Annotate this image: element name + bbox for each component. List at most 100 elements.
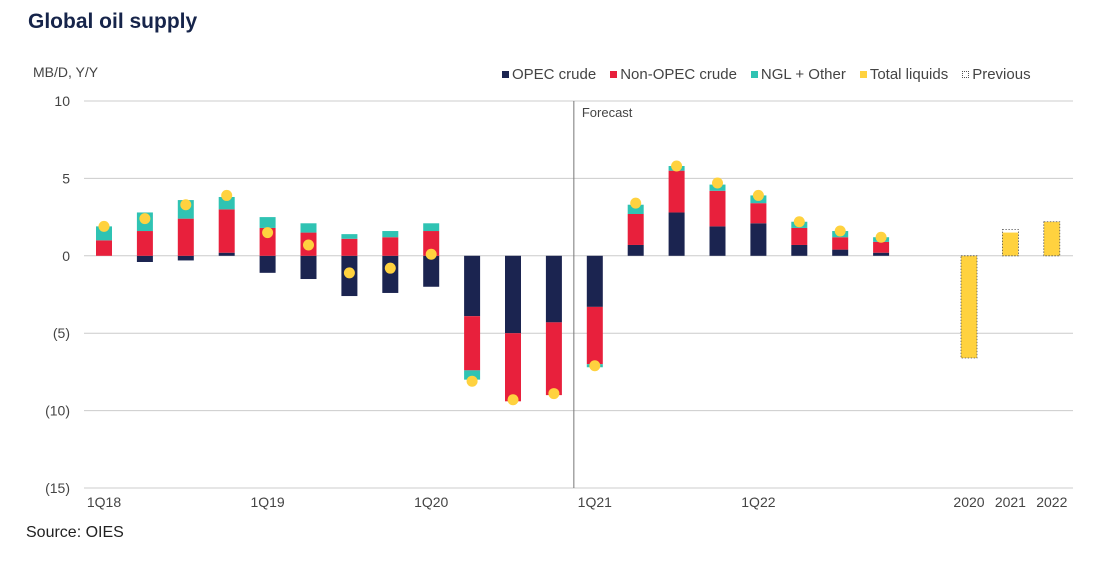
legend-item-ngl: NGL + Other	[750, 66, 846, 83]
total-liquids-dot	[793, 216, 805, 228]
bar-ngl	[382, 231, 399, 238]
bar-opec	[218, 252, 235, 256]
x-tick-label-annual: 2022	[1036, 494, 1067, 510]
total-liquids-dot	[875, 231, 887, 243]
bar-non-opec	[136, 231, 153, 256]
x-tick-label: 1Q19	[250, 494, 284, 510]
total-liquids-dot	[712, 177, 723, 189]
bar-ngl	[218, 196, 235, 210]
total-liquids-dot	[507, 394, 519, 406]
chart-title: Global oil supply	[28, 10, 198, 33]
bar-opec	[382, 255, 399, 293]
total-liquids-dot	[466, 375, 478, 387]
x-tick-label: 1Q22	[741, 494, 775, 510]
bar-opec	[505, 255, 521, 334]
bar-opec	[832, 249, 849, 256]
legend-swatch-total-liquids	[859, 71, 867, 78]
y-tick-label: (10)	[45, 403, 70, 419]
bar-non-opec	[750, 203, 767, 224]
bar-total-liquids-annual	[1002, 232, 1019, 256]
y-tick-label: 5	[62, 170, 70, 186]
bar-ngl	[627, 204, 644, 215]
bar-ngl	[423, 223, 440, 232]
bar-non-opec	[586, 306, 603, 365]
y-axis-label: MB/D, Y/Y	[33, 64, 99, 80]
bar-opec	[464, 255, 481, 317]
total-liquids-dot	[425, 248, 437, 260]
bar-non-opec	[545, 322, 562, 396]
bar-opec	[423, 255, 440, 287]
bar-ngl	[259, 217, 276, 228]
legend-label-non-opec: Non-OPEC crude	[620, 66, 737, 83]
total-liquids-dot	[589, 360, 601, 372]
bar-non-opec	[341, 238, 358, 256]
legend-swatch-non-opec	[610, 71, 618, 78]
bar-non-opec	[505, 333, 521, 402]
legend-item-previous: Previous	[962, 66, 1031, 83]
forecast-label: Forecast	[582, 105, 633, 120]
x-tick-label-annual: 2020	[953, 494, 984, 510]
bar-non-opec	[709, 190, 726, 227]
bar-non-opec	[873, 241, 890, 253]
total-liquids-dot	[98, 220, 110, 232]
total-liquids-dot	[630, 197, 642, 209]
bar-previous-annual	[1043, 221, 1061, 257]
y-tick-label: 0	[62, 248, 70, 264]
legend: OPEC crude Non-OPEC crude NGL + Other To…	[502, 66, 1031, 83]
legend-label-opec: OPEC crude	[512, 66, 597, 83]
total-liquids-dot	[221, 189, 233, 201]
total-liquids-dot	[384, 262, 396, 274]
total-liquids-dot	[752, 189, 764, 201]
bar-opec	[709, 226, 726, 256]
legend-item-opec: OPEC crude	[502, 66, 596, 83]
bar-opec	[750, 223, 767, 256]
y-tick-label: (5)	[53, 325, 70, 341]
bar-opec	[627, 244, 644, 256]
bar-non-opec	[791, 227, 808, 245]
bar-opec	[586, 255, 603, 307]
total-liquids-dot	[834, 225, 846, 237]
bar-opec	[791, 244, 808, 256]
source-note: Source: OIES	[26, 524, 124, 541]
legend-swatch-ngl	[750, 71, 758, 78]
bar-non-opec	[668, 170, 685, 213]
bar-non-opec	[627, 214, 644, 245]
bar-non-opec	[382, 237, 399, 256]
bar-previous-annual	[960, 255, 978, 359]
x-tick-label-annual: 2021	[995, 494, 1026, 510]
total-liquids-dot	[180, 199, 192, 211]
bar-opec	[177, 255, 194, 261]
bar-non-opec	[464, 316, 481, 371]
bar-opec	[545, 255, 562, 323]
total-liquids-dot	[343, 267, 355, 279]
legend-label-previous: Previous	[972, 66, 1031, 83]
bar-non-opec	[423, 231, 440, 256]
bar-non-opec	[177, 218, 194, 256]
x-tick-label: 1Q20	[414, 494, 448, 510]
legend-label-total-liquids: Total liquids	[869, 66, 949, 83]
total-liquids-dot	[139, 213, 151, 225]
bar-ngl	[300, 223, 317, 233]
bar-non-opec	[96, 240, 112, 256]
y-tick-label: 10	[54, 93, 70, 109]
total-liquids-dot	[671, 160, 683, 172]
y-tick-label: (15)	[45, 480, 70, 496]
legend-item-total-liquids: Total liquids	[859, 66, 949, 83]
bar-non-opec	[218, 209, 235, 253]
bar-total-liquids-annual	[961, 255, 977, 358]
legend-swatch-opec	[502, 71, 509, 78]
bar-opec	[873, 252, 890, 256]
bar-opec	[668, 212, 685, 256]
total-liquids-dot	[548, 388, 560, 400]
x-tick-label: 1Q21	[578, 494, 612, 510]
total-liquids-dot	[303, 239, 314, 251]
legend-swatch-previous	[962, 71, 970, 78]
bar-ngl	[464, 370, 481, 380]
bar-ngl	[341, 234, 358, 239]
bar-opec	[136, 255, 153, 262]
bar-opec	[300, 255, 317, 280]
bar-non-opec	[832, 237, 849, 250]
total-liquids-dot	[262, 227, 274, 239]
x-tick-label: 1Q18	[87, 494, 121, 510]
